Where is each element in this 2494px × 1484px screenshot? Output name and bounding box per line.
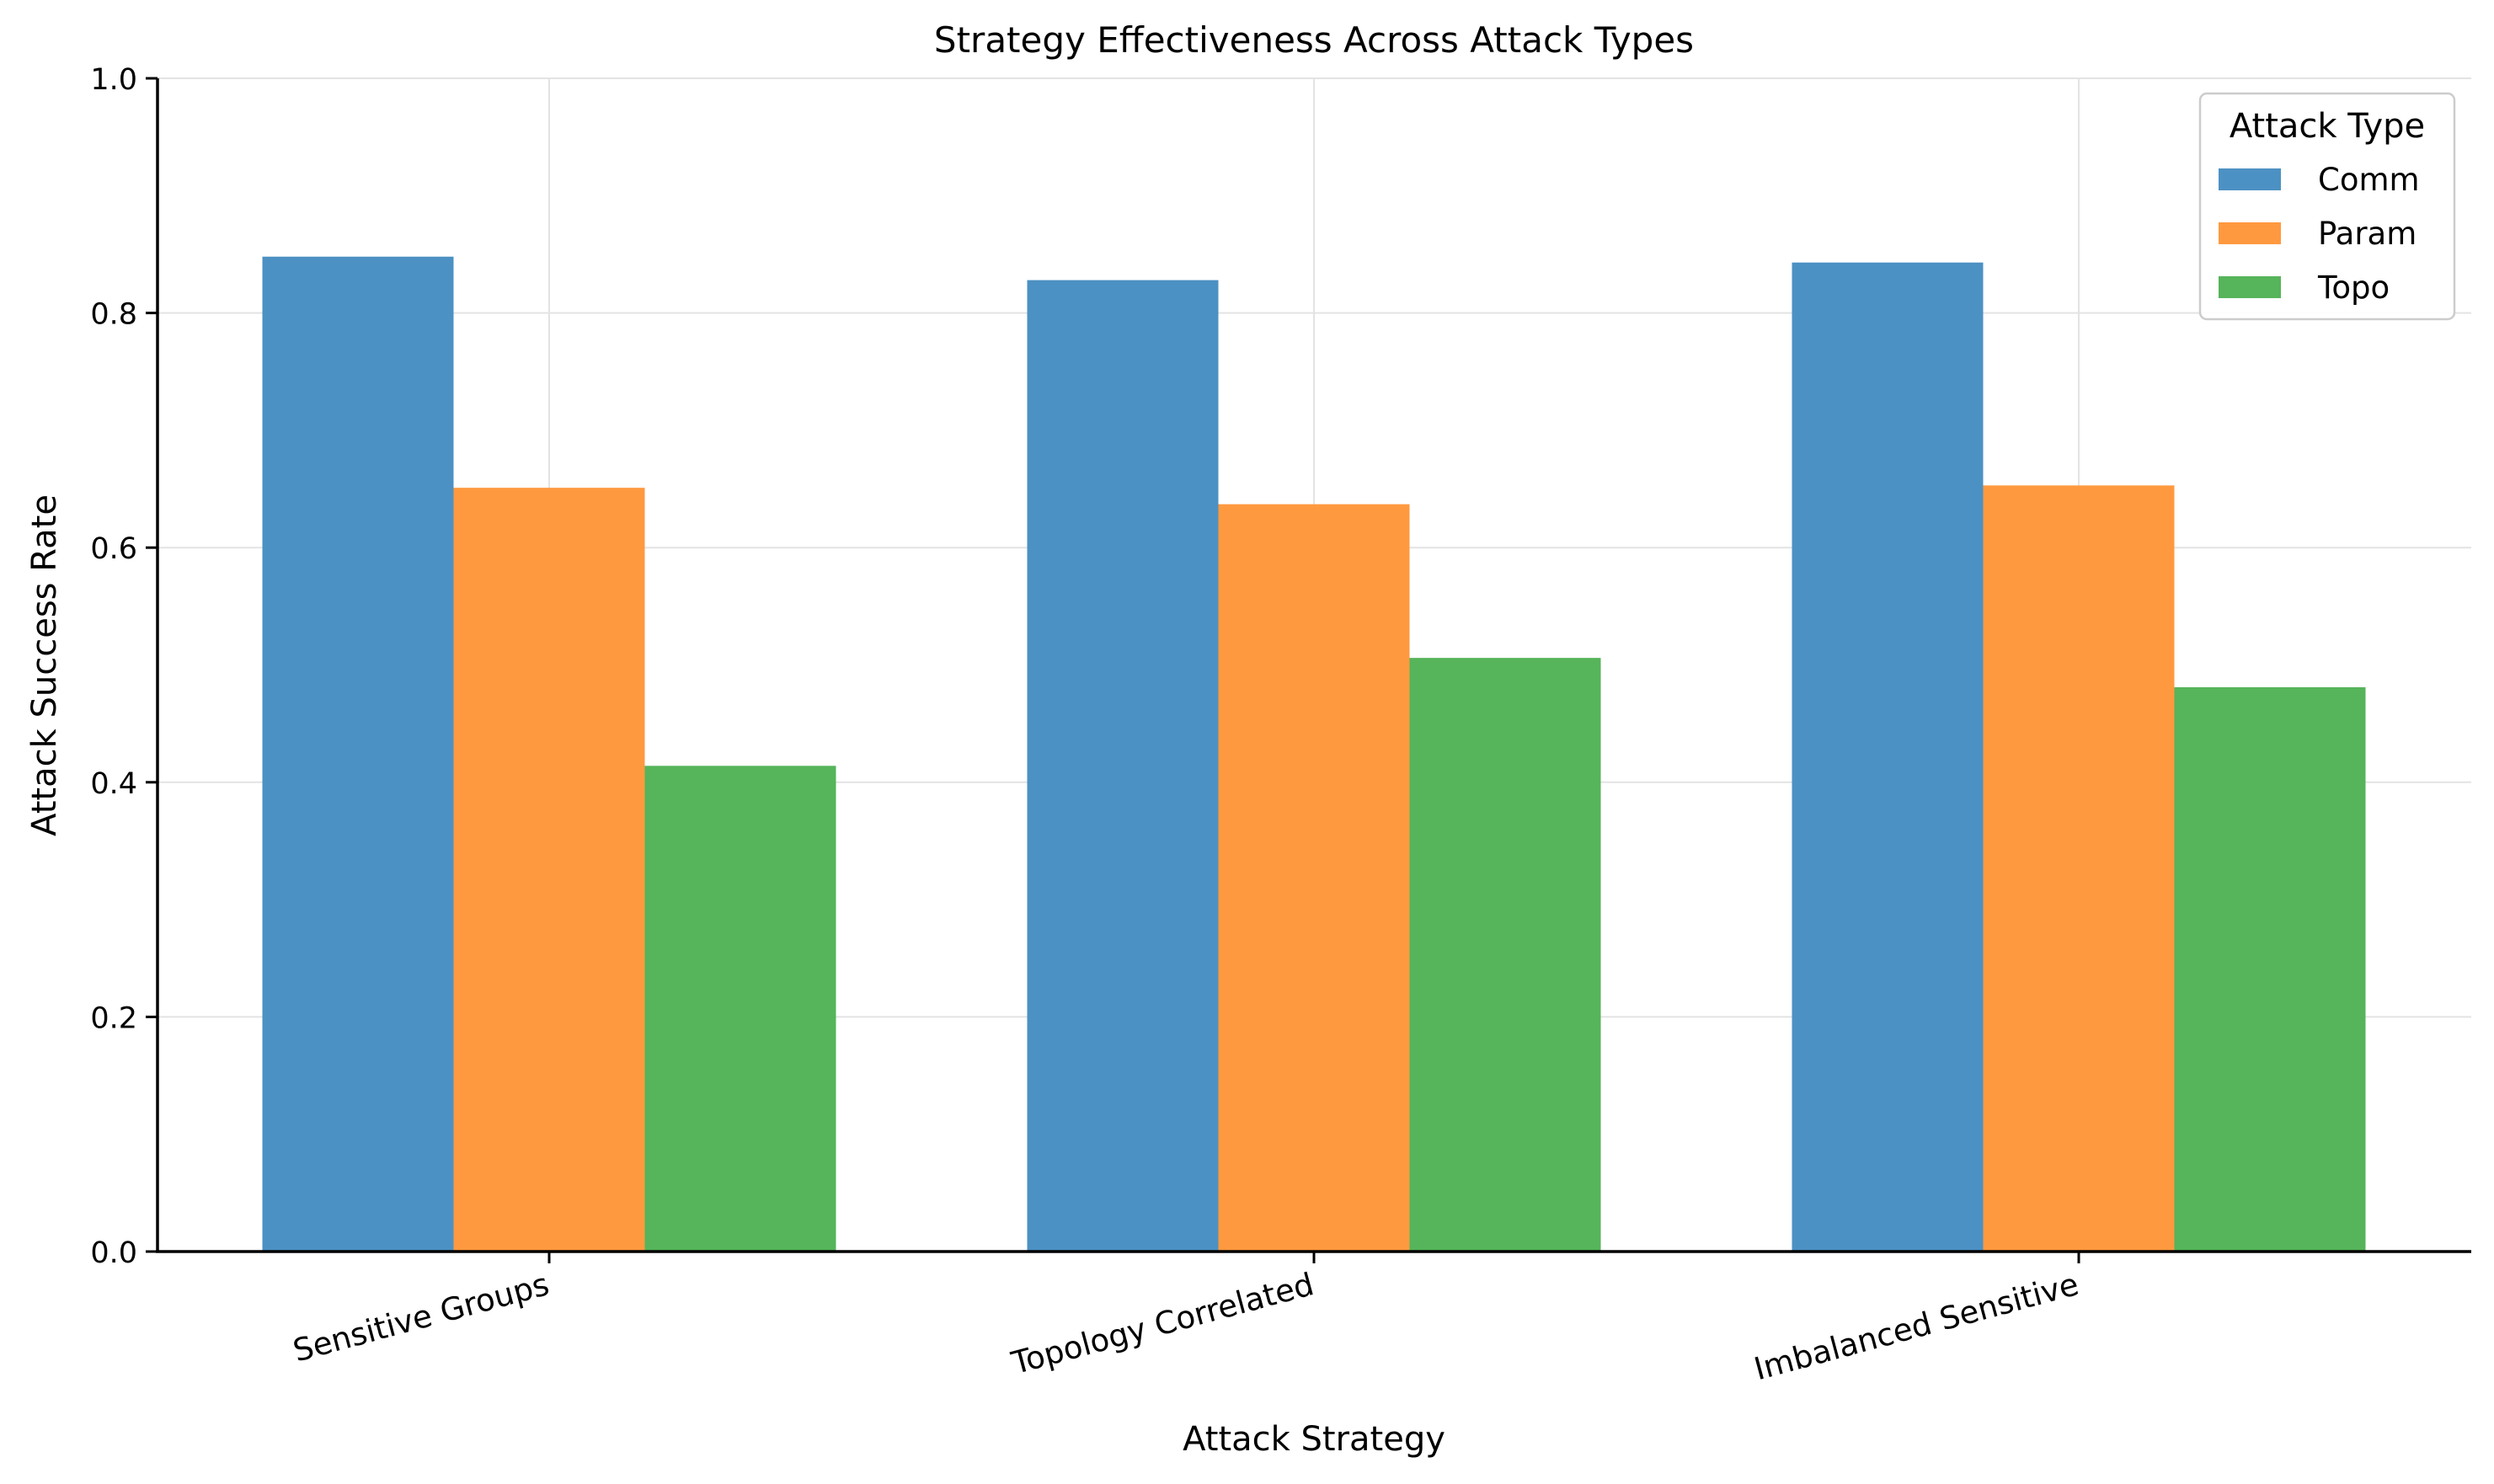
bar-comm-sensitive-groups — [262, 256, 454, 1252]
bar-topo-imbalanced-sensitive — [2174, 686, 2366, 1252]
y-tick-label: 0.6 — [90, 532, 137, 566]
legend-swatch-param — [2219, 222, 2281, 244]
bar-topo-sensitive-groups — [644, 766, 836, 1252]
bar-topo-topology-correlated — [1409, 658, 1601, 1252]
y-ticks: 0.0 0.2 0.4 0.6 0.8 1.0 — [90, 63, 158, 1270]
x-tick-label: Sensitive Groups — [289, 1266, 553, 1369]
legend-label-comm: Comm — [2318, 162, 2420, 198]
chart-title: Strategy Effectiveness Across Attack Typ… — [934, 19, 1694, 61]
bar-param-topology-correlated — [1218, 504, 1410, 1252]
x-tick-label: Imbalanced Sensitive — [1750, 1266, 2082, 1387]
legend-swatch-topo — [2219, 276, 2281, 298]
x-ticks: Sensitive Groups Topology Correlated Imbal… — [289, 1252, 2082, 1387]
legend: Attack Type Comm Param Topo — [2198, 92, 2456, 321]
y-axis-label: Attack Success Rate — [25, 494, 64, 836]
x-tick-label: Topology Correlated — [1007, 1266, 1318, 1381]
legend-title: Attack Type — [2230, 107, 2425, 146]
y-tick-label: 0.0 — [90, 1236, 137, 1270]
y-tick-label: 0.2 — [90, 1001, 137, 1035]
legend-label-topo: Topo — [2317, 270, 2390, 306]
x-axis-label: Attack Strategy — [1183, 1420, 1445, 1459]
bars — [262, 256, 2366, 1252]
bar-param-sensitive-groups — [453, 488, 645, 1252]
bar-comm-topology-correlated — [1027, 280, 1219, 1252]
legend-items: Comm Param Topo — [2219, 162, 2420, 306]
legend-label-param: Param — [2318, 216, 2417, 252]
bar-comm-imbalanced-sensitive — [1792, 262, 1984, 1252]
legend-frame — [2198, 92, 2456, 321]
y-tick-label: 1.0 — [90, 63, 137, 97]
legend-swatch-comm — [2219, 168, 2281, 190]
y-tick-label: 0.4 — [90, 767, 137, 801]
y-tick-label: 0.8 — [90, 298, 137, 332]
bar-param-imbalanced-sensitive — [1983, 485, 2175, 1252]
